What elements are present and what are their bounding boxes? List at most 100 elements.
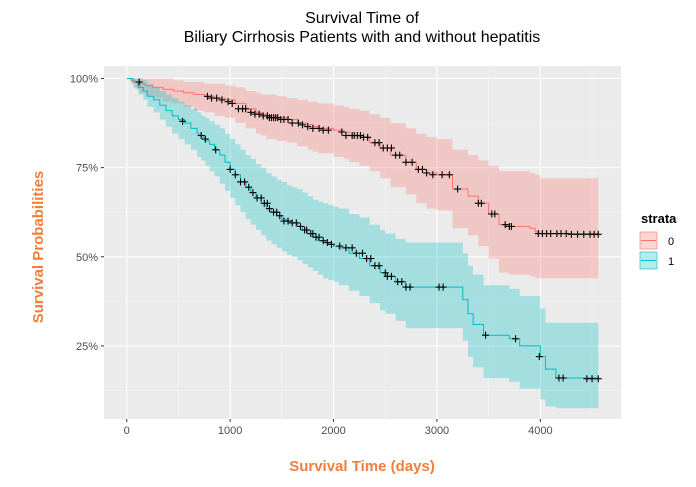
censor-mark-1: [245, 183, 253, 191]
legend-label-0: 0: [668, 236, 674, 248]
censor-mark-0: [567, 230, 575, 238]
chart-title-line-1: Survival Time of: [305, 10, 419, 27]
legend-item-0: 0: [639, 231, 674, 250]
confidence-band-1: [126, 78, 599, 409]
censor-mark-1: [327, 240, 335, 248]
chart-title-line-2: Biliary Cirrhosis Patients with and with…: [184, 29, 541, 46]
censor-mark-0: [309, 124, 317, 132]
censor-mark-1: [276, 212, 284, 220]
censor-mark-0: [562, 230, 570, 238]
censor-mark-0: [423, 169, 431, 177]
legend-label-1: 1: [668, 256, 674, 268]
censor-mark-1: [352, 249, 360, 257]
censor-mark-1: [594, 375, 602, 383]
censor-mark-0: [396, 151, 404, 159]
censor-mark-1: [292, 219, 300, 227]
x-tick-label: 0: [124, 425, 130, 437]
censor-mark-0: [408, 158, 416, 166]
censor-mark-1: [265, 205, 273, 213]
censor-mark-1: [387, 272, 395, 280]
censor-mark-1: [406, 283, 414, 291]
legend-title: strata: [641, 211, 677, 226]
censor-mark-1: [342, 244, 350, 252]
censor-mark-0: [438, 171, 446, 179]
censor-mark-0: [218, 96, 226, 104]
censor-mark-0: [242, 105, 250, 113]
censor-mark-0: [315, 124, 323, 132]
censor-mark-1: [482, 331, 490, 339]
y-tick-label: 25%: [76, 341, 98, 353]
censor-mark-0: [418, 165, 426, 173]
censor-mark-1: [381, 269, 389, 277]
censor-mark-1: [201, 135, 209, 143]
censor-mark-1: [319, 237, 327, 245]
censor-mark-0: [224, 98, 232, 106]
x-axis-title: Survival Time (days): [289, 458, 435, 475]
censor-mark-0: [580, 230, 588, 238]
censor-mark-1: [348, 244, 356, 252]
censor-mark-1: [135, 78, 143, 86]
x-tick-label: 2000: [321, 425, 345, 437]
censor-mark-1: [303, 226, 311, 234]
censor-mark-1: [398, 278, 406, 286]
y-tick-label: 100%: [70, 73, 98, 85]
survival-curve-1: [126, 78, 599, 379]
censor-mark-1: [512, 335, 520, 343]
censor-marks: [135, 78, 602, 383]
censor-mark-1: [559, 374, 567, 382]
censor-mark-0: [284, 115, 292, 123]
censor-mark-1: [257, 194, 265, 202]
y-tick-label: 50%: [76, 252, 98, 264]
censor-mark-1: [226, 165, 234, 173]
censor-mark-0: [288, 119, 296, 127]
censor-mark-0: [213, 94, 221, 102]
censor-mark-1: [197, 132, 205, 140]
censor-mark-0: [445, 171, 453, 179]
censor-mark-1: [296, 222, 304, 230]
censor-mark-0: [375, 139, 383, 147]
censor-mark-1: [263, 199, 271, 207]
censor-mark-1: [309, 230, 317, 238]
censor-mark-0: [507, 222, 515, 230]
confidence-bands: [126, 78, 599, 409]
censor-mark-0: [491, 210, 499, 218]
censor-mark-0: [338, 128, 346, 136]
confidence-band-0: [126, 78, 599, 279]
censor-mark-0: [342, 132, 350, 140]
censor-mark-0: [324, 126, 332, 134]
censor-mark-0: [299, 121, 307, 129]
censor-mark-1: [284, 217, 292, 225]
censor-mark-1: [323, 239, 331, 246]
censor-mark-1: [359, 249, 366, 257]
censor-mark-0: [402, 158, 410, 166]
censor-mark-0: [501, 221, 509, 229]
panel-background: [104, 66, 621, 419]
censor-mark-1: [273, 208, 281, 216]
censor-mark-1: [249, 189, 257, 197]
censor-mark-0: [247, 108, 255, 116]
censor-mark-1: [439, 283, 447, 291]
censor-mark-0: [574, 230, 582, 238]
y-axis-ticks: 25% 50% 75% 100%: [70, 73, 104, 353]
censor-mark-1: [179, 117, 187, 125]
legend-item-1: 1: [639, 251, 674, 270]
censor-mark-0: [228, 99, 236, 107]
y-tick-label: 75%: [76, 163, 98, 175]
censor-mark-0: [304, 123, 312, 131]
censor-mark-0: [356, 132, 364, 140]
censor-mark-1: [375, 262, 383, 270]
censor-mark-0: [594, 230, 602, 238]
censor-mark-0: [294, 119, 302, 127]
censor-mark-0: [429, 171, 437, 179]
censor-mark-0: [364, 133, 372, 141]
x-tick-label: 3000: [425, 425, 449, 437]
censor-mark-0: [547, 230, 555, 238]
censor-mark-0: [454, 185, 462, 193]
censor-mark-0: [255, 110, 263, 118]
y-axis-title: Survival Probabilities: [30, 171, 47, 324]
censor-mark-0: [477, 199, 485, 207]
censor-mark-1: [367, 255, 375, 263]
censor-mark-1: [241, 178, 249, 186]
x-tick-label: 4000: [528, 425, 552, 437]
